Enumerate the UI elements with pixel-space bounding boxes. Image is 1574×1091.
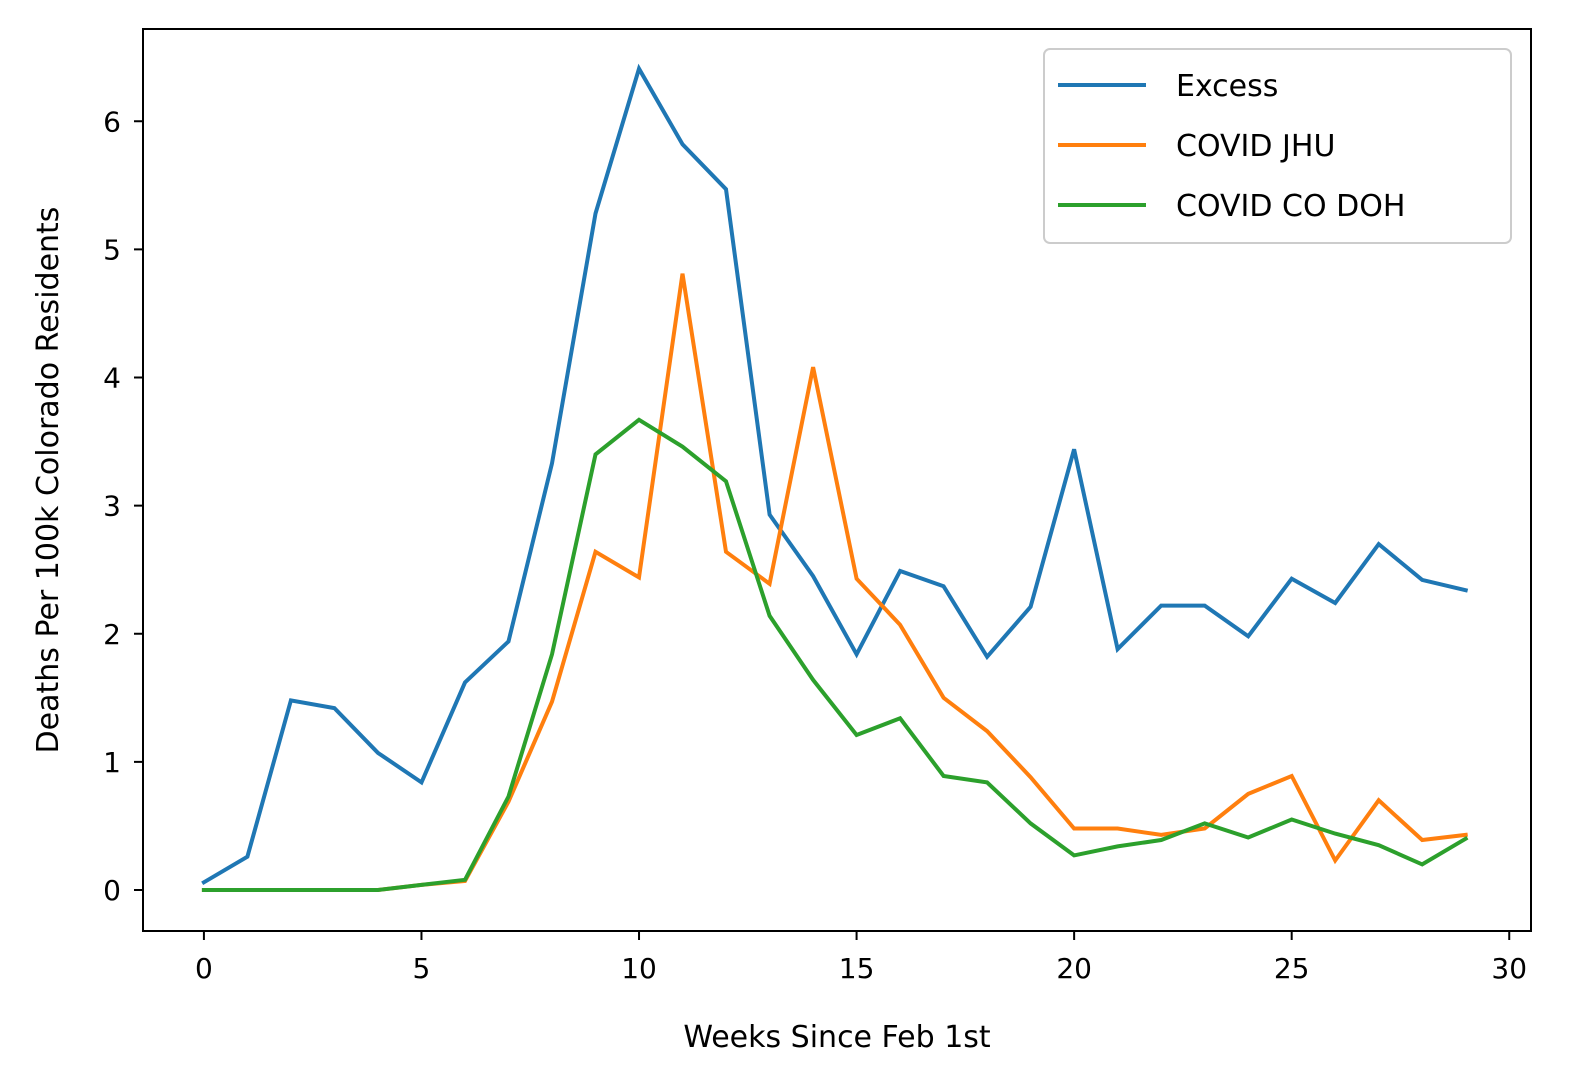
series-line-2 <box>201 417 1469 892</box>
y-axis-ticks: 0 1 2 3 4 5 6 <box>103 105 143 907</box>
y-tick-label: 3 <box>103 490 121 523</box>
x-tick-label: 15 <box>839 952 875 985</box>
y-tick-label: 0 <box>103 874 121 907</box>
y-tick-label: 5 <box>103 233 121 266</box>
x-axis-ticks: 0 5 10 15 20 25 30 <box>195 931 1527 985</box>
x-tick-label: 0 <box>195 952 213 985</box>
x-axis-label: Weeks Since Feb 1st <box>683 1020 991 1055</box>
y-tick-label: 6 <box>103 105 121 138</box>
series-lines <box>201 63 1469 892</box>
series-line-1 <box>201 273 1468 892</box>
series-line-0 <box>201 63 1469 886</box>
x-tick-label: 25 <box>1274 952 1310 985</box>
y-tick-label: 2 <box>103 618 121 651</box>
x-tick-label: 5 <box>413 952 431 985</box>
x-tick-label: 20 <box>1056 952 1092 985</box>
legend-box <box>1043 48 1512 244</box>
legend-label-2: COVID CO DOH <box>1176 189 1405 224</box>
y-tick-label: 4 <box>103 362 121 395</box>
legend-label-1: COVID JHU <box>1176 129 1335 164</box>
plot-frame <box>142 28 1532 932</box>
x-tick-label: 30 <box>1491 952 1527 985</box>
x-tick-label: 10 <box>621 952 657 985</box>
y-tick-label: 1 <box>103 746 121 779</box>
legend-label-0: Excess <box>1176 69 1278 104</box>
legend: Excess COVID JHU COVID CO DOH <box>1043 48 1512 244</box>
y-axis-label: Deaths Per 100k Colorado Residents <box>31 207 66 754</box>
